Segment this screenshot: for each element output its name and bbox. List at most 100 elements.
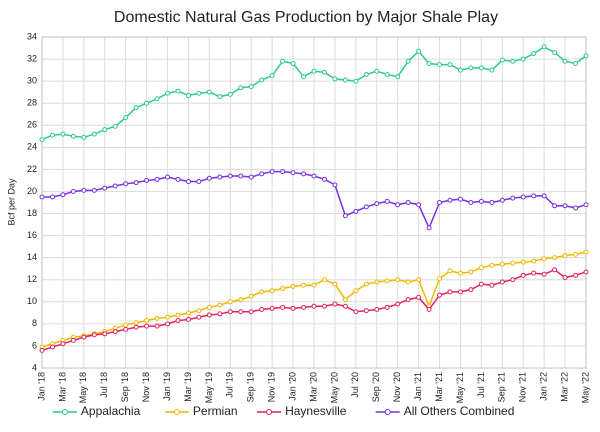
data-point bbox=[468, 200, 474, 205]
data-point bbox=[405, 279, 411, 285]
data-point bbox=[144, 323, 150, 329]
data-point bbox=[573, 60, 579, 66]
data-point bbox=[227, 91, 233, 97]
data-point bbox=[269, 288, 275, 294]
data-point bbox=[353, 309, 359, 315]
legend-marker bbox=[173, 409, 180, 415]
data-point bbox=[562, 58, 568, 64]
data-point bbox=[468, 287, 474, 293]
data-point bbox=[531, 193, 537, 199]
data-point bbox=[290, 305, 296, 311]
data-point bbox=[196, 308, 202, 314]
x-tick-label: Sep '19 bbox=[246, 372, 256, 402]
x-tick-label: Mar '20 bbox=[308, 372, 318, 402]
y-tick-label: 16 bbox=[27, 230, 37, 240]
legend-label: Appalachia bbox=[81, 404, 141, 418]
data-point bbox=[301, 74, 307, 80]
data-point bbox=[102, 185, 108, 191]
data-point bbox=[217, 174, 223, 180]
data-point bbox=[227, 173, 233, 179]
data-point bbox=[395, 301, 401, 307]
y-tick-label: 24 bbox=[27, 142, 37, 152]
data-point bbox=[248, 293, 254, 299]
data-point bbox=[426, 225, 432, 231]
x-tick-label: Mar '18 bbox=[57, 372, 67, 402]
data-point bbox=[416, 277, 422, 283]
x-tick-label: May '19 bbox=[204, 372, 214, 403]
data-point bbox=[510, 58, 516, 64]
data-point bbox=[405, 297, 411, 303]
data-point bbox=[437, 276, 443, 282]
data-point bbox=[321, 69, 327, 75]
x-tick-label: Jul '18 bbox=[99, 372, 109, 398]
data-point bbox=[248, 309, 254, 315]
data-point bbox=[60, 131, 66, 137]
legend-marker bbox=[384, 409, 391, 415]
data-point bbox=[437, 62, 443, 68]
y-tick-label: 10 bbox=[27, 296, 37, 306]
x-tick-label: Sep '18 bbox=[120, 372, 130, 402]
legend-marker bbox=[266, 409, 273, 415]
y-tick-label: 32 bbox=[27, 53, 37, 63]
x-tick-label: Jul '19 bbox=[225, 372, 235, 398]
data-point bbox=[531, 51, 537, 57]
data-point bbox=[447, 268, 453, 274]
data-point bbox=[499, 261, 505, 267]
data-point bbox=[541, 193, 547, 199]
data-point bbox=[562, 252, 568, 258]
data-point bbox=[363, 72, 369, 78]
data-point bbox=[321, 176, 327, 182]
data-point bbox=[573, 251, 579, 257]
data-point bbox=[489, 200, 495, 205]
data-point bbox=[248, 174, 254, 180]
data-point bbox=[175, 88, 181, 94]
data-point bbox=[416, 48, 422, 54]
x-tick-label: Sep '21 bbox=[497, 372, 507, 402]
data-point bbox=[144, 318, 150, 324]
data-point bbox=[332, 301, 338, 307]
data-point bbox=[489, 262, 495, 268]
data-point bbox=[91, 332, 97, 338]
data-point bbox=[384, 278, 390, 284]
data-point bbox=[123, 322, 129, 328]
data-point bbox=[342, 77, 348, 83]
x-tick-label: Nov '19 bbox=[267, 372, 277, 402]
data-point bbox=[165, 90, 171, 96]
data-point bbox=[39, 137, 45, 143]
data-point bbox=[175, 312, 181, 318]
data-point bbox=[154, 176, 160, 182]
data-point bbox=[175, 318, 181, 324]
data-point bbox=[259, 77, 265, 83]
data-point bbox=[478, 265, 484, 271]
y-tick-label: 34 bbox=[27, 31, 37, 41]
data-point bbox=[280, 304, 286, 310]
data-point bbox=[49, 194, 55, 200]
data-point bbox=[102, 331, 108, 337]
data-point bbox=[426, 307, 432, 313]
data-point bbox=[363, 204, 369, 210]
data-point bbox=[468, 269, 474, 275]
data-point bbox=[269, 169, 275, 175]
data-point bbox=[384, 198, 390, 204]
data-point bbox=[206, 312, 212, 318]
data-point bbox=[49, 344, 55, 350]
data-point bbox=[238, 309, 244, 315]
data-point bbox=[311, 282, 317, 288]
data-point bbox=[185, 316, 191, 322]
data-point bbox=[70, 188, 76, 194]
x-tick-label: Jan '19 bbox=[162, 372, 172, 401]
data-point bbox=[154, 315, 160, 321]
data-point bbox=[39, 347, 45, 353]
data-point bbox=[165, 314, 171, 320]
data-point bbox=[290, 283, 296, 289]
data-point bbox=[301, 282, 307, 288]
data-point bbox=[227, 309, 233, 315]
y-tick-label: 12 bbox=[27, 274, 37, 284]
x-tick-label: Jul '20 bbox=[350, 372, 360, 398]
data-point bbox=[353, 288, 359, 294]
data-point bbox=[123, 115, 129, 121]
data-point bbox=[238, 85, 244, 91]
data-point bbox=[499, 57, 505, 63]
data-point bbox=[510, 260, 516, 266]
data-point bbox=[280, 58, 286, 64]
